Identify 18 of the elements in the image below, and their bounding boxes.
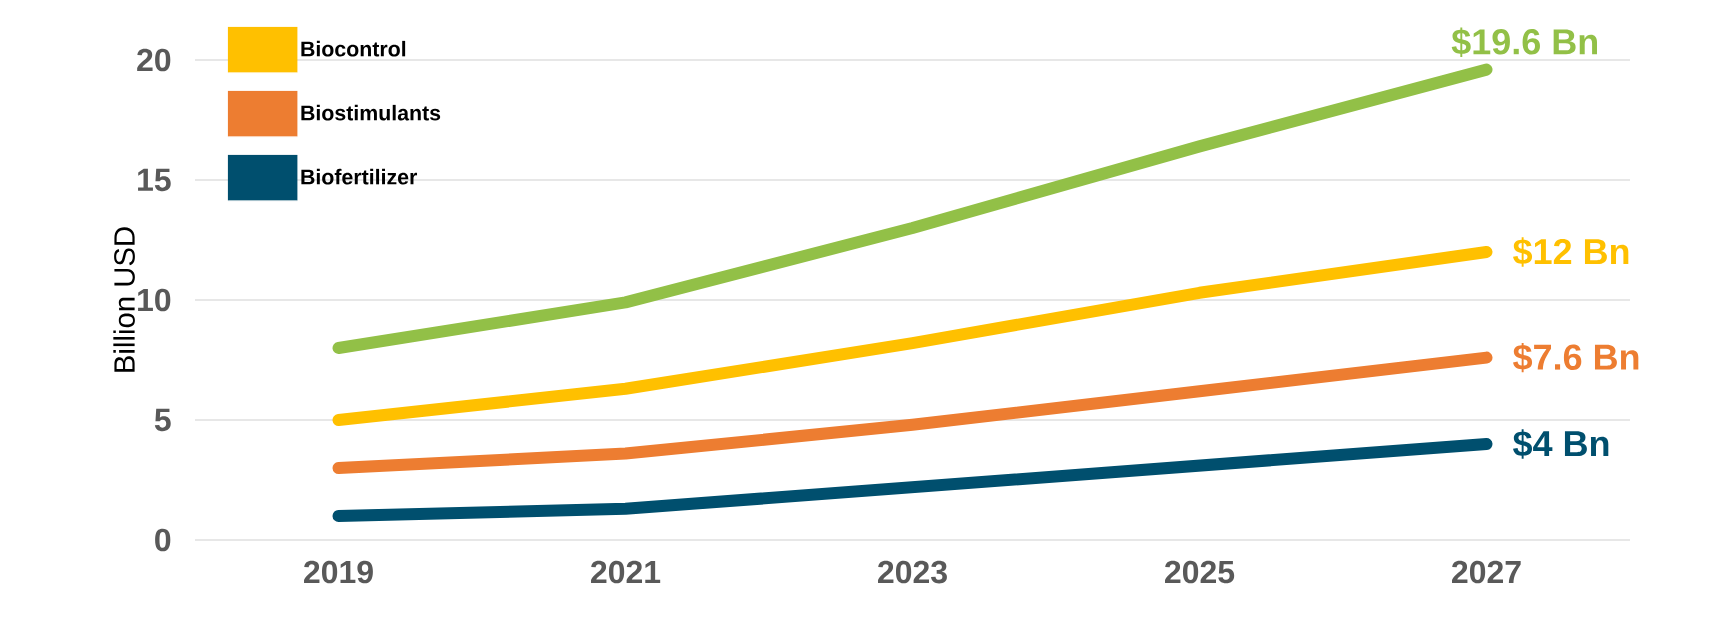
x-tick-label: 2025 <box>1165 560 1235 584</box>
legend-label: Biostimulants <box>301 104 441 121</box>
x-tick-label: 2021 <box>591 560 661 584</box>
y-tick-label: 10 <box>138 288 171 312</box>
data-label: $19.6 Bn <box>1451 27 1597 57</box>
data-label: $4 Bn <box>1513 429 1609 459</box>
y-tick-label: 0 <box>155 528 171 552</box>
y-axis-title: Billion USD <box>113 227 135 372</box>
y-tick-label: 20 <box>137 48 171 72</box>
data-label: $7.6 Bn <box>1513 342 1639 373</box>
y-tick-label: 5 <box>154 408 171 432</box>
data-label: $12 Bn <box>1513 237 1629 267</box>
legend-label: Biocontrol <box>301 40 406 57</box>
x-tick-label: 2023 <box>878 560 947 584</box>
x-tick-label: 2019 <box>304 560 373 584</box>
legend-label: Biofertilizer <box>301 168 418 185</box>
y-tick-label: 15 <box>138 168 171 192</box>
x-tick-label: 2027 <box>1452 560 1521 584</box>
